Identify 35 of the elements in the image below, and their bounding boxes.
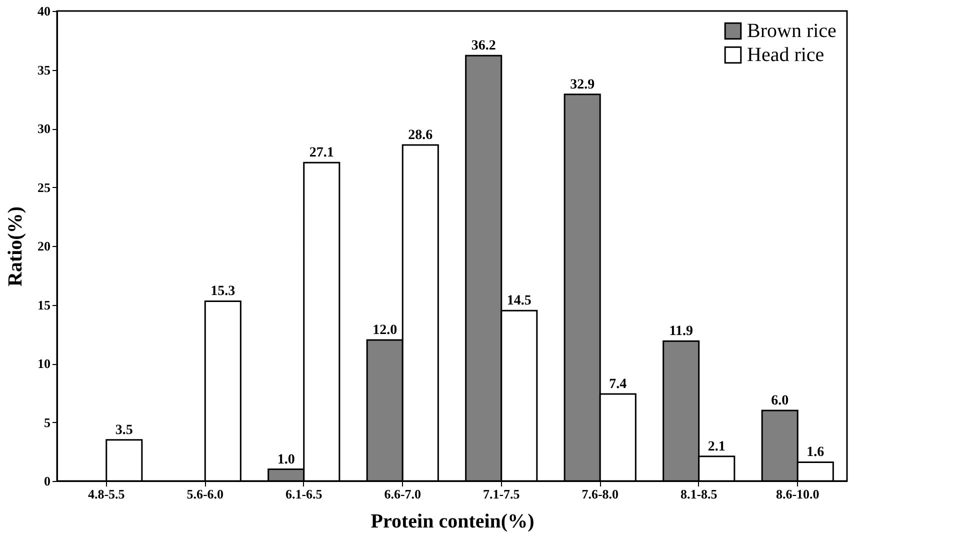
data-label: 11.9 (669, 324, 693, 340)
data-label: 14.5 (506, 294, 532, 309)
data-label: 1.6 (806, 445, 824, 460)
x-tick-label: 6.1-6.5 (285, 486, 323, 502)
data-label: 1.0 (277, 452, 295, 468)
y-tick-label: 0 (44, 474, 50, 488)
data-label: 36.2 (471, 38, 496, 54)
data-label: 7.4 (609, 377, 627, 392)
y-tick-label: 35 (38, 62, 51, 78)
y-axis-title: Ratio(%) (4, 206, 26, 286)
y-tick-label: 5 (44, 414, 51, 430)
y-tick-label: 15 (38, 297, 51, 312)
x-tick-label: 4.8-5.5 (88, 486, 126, 502)
x-tick-label: 8.1-8.5 (680, 486, 718, 502)
data-label: 12.0 (372, 323, 398, 338)
legend-label: Brown rice (747, 20, 837, 42)
data-label: 6.0 (771, 394, 789, 408)
data-label: 28.6 (408, 128, 433, 143)
data-label: 15.3 (210, 284, 236, 300)
x-axis-title: Protein contein(%) (370, 510, 534, 532)
y-tick-label: 25 (38, 180, 51, 195)
y-tick-label: 20 (38, 238, 50, 254)
y-tick-label: 40 (38, 4, 50, 18)
y-tick-label: 10 (38, 356, 50, 371)
data-label: 3.5 (115, 422, 133, 438)
y-tick-label: 30 (38, 121, 50, 136)
x-tick-label: 5.6-6.0 (186, 486, 224, 502)
x-tick-label: 8.6-10.0 (776, 486, 820, 502)
legend-label: Head rice (747, 44, 824, 66)
x-tick-label: 7.6-8.0 (582, 486, 619, 502)
data-label: 32.9 (570, 77, 595, 92)
data-label: 2.1 (708, 439, 726, 454)
data-label: 27.1 (309, 146, 334, 161)
x-tick-label: 6.6-7.0 (384, 486, 422, 502)
x-tick-label: 7.1-7.5 (482, 486, 520, 502)
